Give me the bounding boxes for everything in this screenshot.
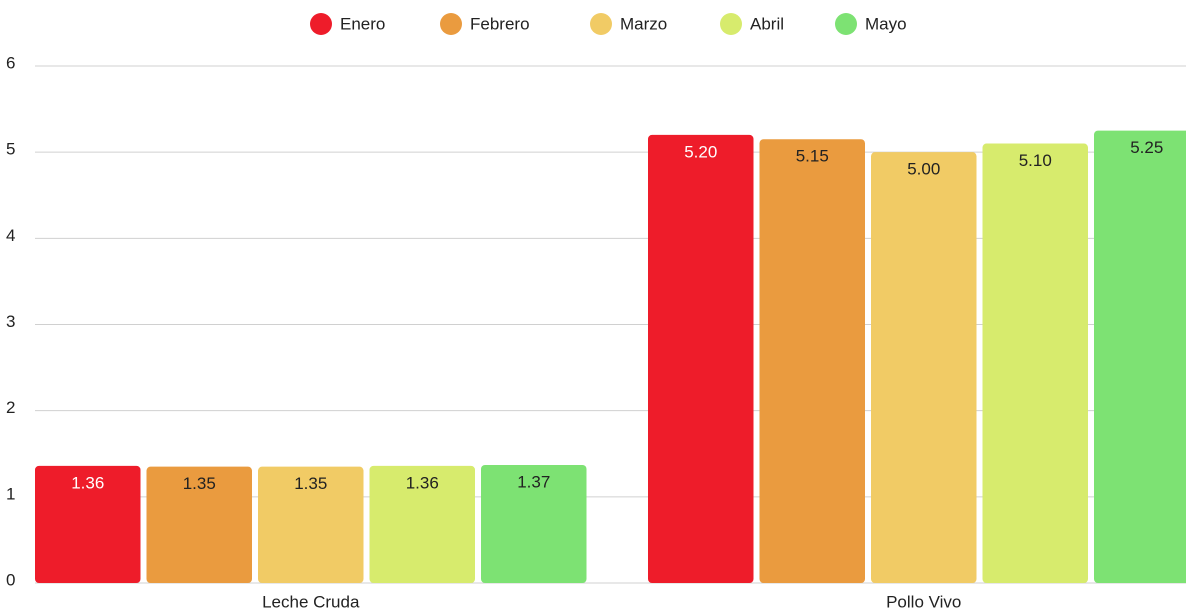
bar [871,152,977,583]
x-tick-label: Pollo Vivo [886,592,961,611]
value-label: 5.15 [796,147,829,166]
legend-label: Febrero [470,14,530,33]
value-label: 5.20 [684,142,717,161]
value-label: 5.10 [1019,151,1052,170]
bar [35,465,141,583]
legend-label: Abril [750,14,784,33]
legend-label: Enero [340,14,385,33]
value-label: 5.25 [1130,138,1163,157]
value-label: 1.36 [406,473,439,492]
value-label: 1.36 [71,473,104,492]
x-tick-label: Leche Cruda [262,592,360,611]
y-tick-label: 2 [6,398,15,417]
bar [1094,130,1186,583]
y-tick-label: 0 [6,570,15,589]
legend-label: Mayo [865,14,907,33]
y-tick-label: 6 [6,53,15,72]
legend-label: Marzo [620,14,667,33]
y-tick-label: 1 [6,484,15,503]
legend-swatch [590,13,612,35]
legend-swatch [720,13,742,35]
y-tick-label: 4 [6,226,15,245]
legend-swatch [310,13,332,35]
value-label: 1.35 [294,474,327,493]
bar [258,466,364,583]
value-label: 1.37 [517,472,550,491]
value-label: 5.00 [907,160,940,179]
bar [982,143,1088,584]
y-tick-label: 3 [6,312,15,331]
bar [648,134,754,583]
bar [369,465,475,583]
legend-swatch [440,13,462,35]
legend-swatch [835,13,857,35]
y-tick-label: 5 [6,140,15,159]
bar [759,139,865,583]
value-label: 1.35 [183,474,216,493]
bar [146,466,252,583]
bar [481,464,587,583]
